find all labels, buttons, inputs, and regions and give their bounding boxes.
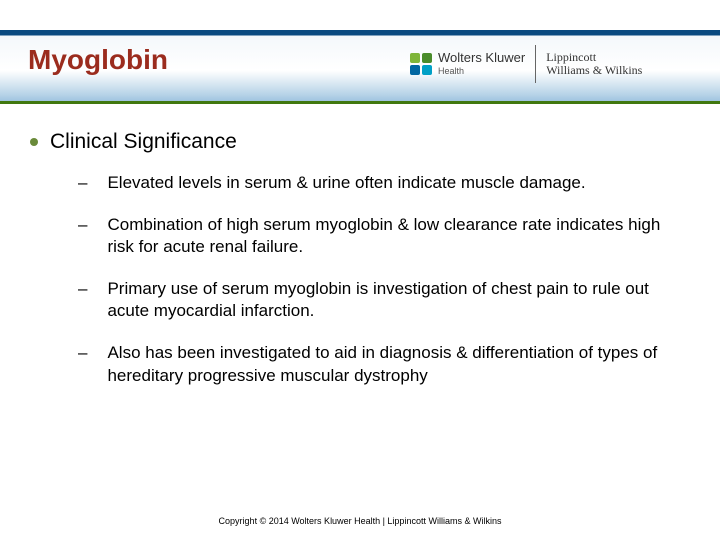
sub-bullet-text: Also has been investigated to aid in dia… <box>107 342 690 386</box>
list-item: – Also has been investigated to aid in d… <box>78 342 690 386</box>
dash-icon: – <box>78 278 87 322</box>
main-bullet: Clinical Significance <box>30 130 690 154</box>
list-item: – Elevated levels in serum & urine often… <box>78 172 690 194</box>
lippincott-logo: Lippincott Williams & Wilkins <box>546 51 642 77</box>
sub-bullet-text: Primary use of serum myoglobin is invest… <box>107 278 690 322</box>
main-bullet-text: Clinical Significance <box>50 130 237 154</box>
dash-icon: – <box>78 342 87 386</box>
lww-line2: Williams & Wilkins <box>546 64 642 77</box>
logo-divider <box>535 45 536 83</box>
wk-name: Wolters Kluwer <box>438 51 525 65</box>
dash-icon: – <box>78 214 87 258</box>
bullet-dot-icon <box>30 138 38 146</box>
copyright-footer: Copyright © 2014 Wolters Kluwer Health |… <box>0 516 720 526</box>
list-item: – Primary use of serum myoglobin is inve… <box>78 278 690 322</box>
dash-icon: – <box>78 172 87 194</box>
wk-subtitle: Health <box>438 67 525 76</box>
wk-text: Wolters Kluwer Health <box>438 51 525 76</box>
wk-clover-icon <box>410 53 432 75</box>
content-area: Clinical Significance – Elevated levels … <box>30 130 690 407</box>
sub-bullet-list: – Elevated levels in serum & urine often… <box>78 172 690 387</box>
slide-title: Myoglobin <box>28 44 168 76</box>
wolters-kluwer-logo: Wolters Kluwer Health <box>410 51 525 76</box>
sub-bullet-text: Elevated levels in serum & urine often i… <box>107 172 585 194</box>
logo-block: Wolters Kluwer Health Lippincott William… <box>410 38 700 90</box>
slide: Myoglobin Wolters Kluwer Health Lippinco… <box>0 0 720 540</box>
sub-bullet-text: Combination of high serum myoglobin & lo… <box>107 214 690 258</box>
list-item: – Combination of high serum myoglobin & … <box>78 214 690 258</box>
